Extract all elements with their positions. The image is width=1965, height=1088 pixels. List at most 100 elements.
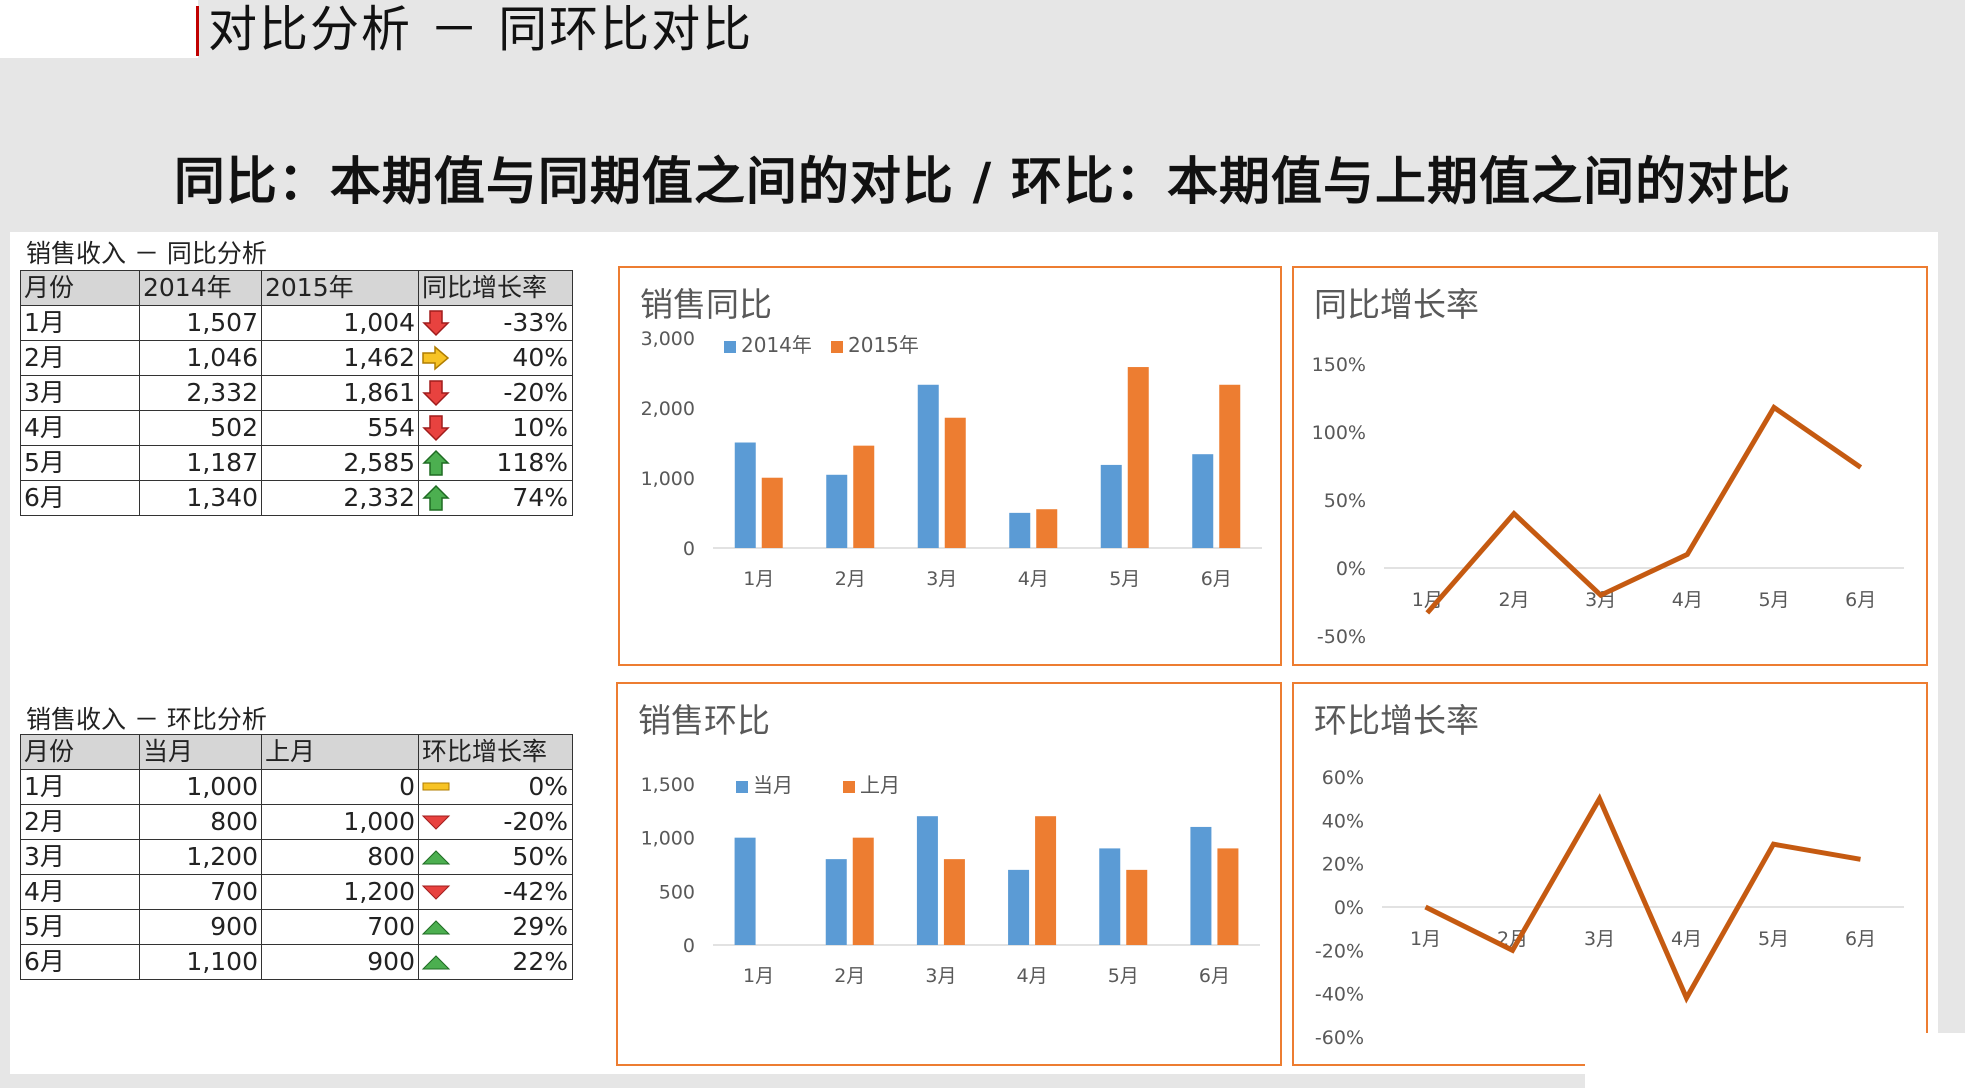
rate-cell: 118% <box>418 445 573 481</box>
rate-value: 74% <box>512 483 568 512</box>
value-cell: 1,000 <box>261 804 419 840</box>
value-cell: 502 <box>139 410 262 446</box>
y-tick-label: 500 <box>659 881 695 903</box>
bar-chart-mom-sales: 0 500 1,000 1,500 1月 2月 3月 4月 5月 6月 当月 上月 <box>641 773 1260 987</box>
legend-label: 2014年 <box>741 333 812 357</box>
value-cell: 1,100 <box>139 944 262 980</box>
chart-panel-mom-rate: 环比增长率 -60% -40% -20% 0% 20% 40% 60% 1月 2月 3月 4月 5月 6… <box>1292 682 1928 1066</box>
y-tick-label: 0 <box>683 935 695 957</box>
x-tick-label: 4月 <box>1017 965 1048 987</box>
y-tick-label: 40% <box>1322 810 1364 832</box>
x-tick-label: 5月 <box>1758 589 1789 611</box>
value-cell: 2,332 <box>261 480 419 516</box>
value-cell: 1,004 <box>261 305 419 341</box>
triangle-up-green-icon <box>421 843 451 871</box>
value-cell: 1,200 <box>139 839 262 875</box>
page-subtitle: 同比：本期值与同期值之间的对比 / 环比：本期值与上期值之间的对比 <box>173 153 1792 212</box>
header-cell: 2015年 <box>261 270 419 306</box>
bar-series-a <box>734 442 756 548</box>
y-tick-label: 1,000 <box>641 828 695 850</box>
value-cell: 1,462 <box>261 340 419 376</box>
bottom-corner-background <box>1585 1033 1965 1088</box>
value-cell: 900 <box>261 944 419 980</box>
value-cell: 0 <box>261 769 419 805</box>
value-cell: 2,332 <box>139 375 262 411</box>
rate-cell: 10% <box>418 410 573 446</box>
value-cell: 1,046 <box>139 340 262 376</box>
value-cell: 2,585 <box>261 445 419 481</box>
table-row: 2月 800 1,000 -20% <box>20 804 573 840</box>
header-cell: 上月 <box>261 734 419 770</box>
rate-cell: 74% <box>418 480 573 516</box>
bar-series-a <box>916 816 938 945</box>
chart-panel-yoy-rate: 同比增长率 -50% 0% 50% 100% 150% 1月 2月 3月 4月 5月 6月 <box>1292 266 1928 666</box>
value-cell: 1,187 <box>139 445 262 481</box>
table-row: 3月 1,200 800 50% <box>20 839 573 875</box>
value-cell: 900 <box>139 909 262 945</box>
bar-series-b <box>944 417 966 548</box>
x-tick-label: 2月 <box>835 568 866 590</box>
value-cell: 1,000 <box>139 769 262 805</box>
chart-title: 销售同比 <box>640 285 772 324</box>
y-tick-label: 0% <box>1336 558 1366 580</box>
rate-value: -33% <box>503 308 568 337</box>
bar-series-b <box>1126 869 1148 945</box>
x-tick-label: 4月 <box>1018 568 1049 590</box>
triangle-down-red-icon <box>421 878 451 906</box>
bar-series-b <box>1127 367 1149 548</box>
bar-series-a <box>1192 454 1214 548</box>
month-cell: 5月 <box>20 445 140 481</box>
x-tick-label: 1月 <box>743 568 774 590</box>
rate-value: 22% <box>512 947 568 976</box>
x-tick-label: 6月 <box>1845 589 1876 611</box>
bar-series-a <box>1008 869 1030 945</box>
month-cell: 6月 <box>20 944 140 980</box>
x-tick-label: 3月 <box>1584 928 1615 950</box>
arrow-up-green-icon <box>421 484 451 512</box>
legend-label: 上月 <box>860 773 900 797</box>
bar-chart-yoy-sales: 0 1,000 2,000 3,000 1月 2月 3月 4月 5月 6月 2014年 2015年 <box>641 328 1262 590</box>
rate-value: -20% <box>503 378 568 407</box>
header-cell: 月份 <box>20 270 140 306</box>
rate-value: 50% <box>512 842 568 871</box>
rate-value: 10% <box>512 413 568 442</box>
bar-series-b <box>1036 509 1058 548</box>
rate-value: -20% <box>503 807 568 836</box>
chart-title: 环比增长率 <box>1314 701 1479 740</box>
rate-value: 29% <box>512 912 568 941</box>
x-tick-label: 3月 <box>926 568 957 590</box>
bar-series-a <box>917 384 939 548</box>
yoy-table: 月份 2014年 2015年 同比增长率 1月 1,507 1,004 -33% 2月 1… <box>20 270 573 516</box>
header-cell: 同比增长率 <box>418 270 573 306</box>
month-cell: 1月 <box>20 305 140 341</box>
x-tick-label: 5月 <box>1108 965 1139 987</box>
value-cell: 1,340 <box>139 480 262 516</box>
month-cell: 6月 <box>20 480 140 516</box>
series-line <box>1425 403 1863 615</box>
value-cell: 554 <box>261 410 419 446</box>
title-accent-line <box>196 6 199 56</box>
x-tick-label: 3月 <box>925 965 956 987</box>
bar-series-a <box>1099 848 1121 945</box>
bar-series-b <box>1219 384 1241 548</box>
table-row: 1月 1,507 1,004 -33% <box>20 305 573 341</box>
month-cell: 3月 <box>20 839 140 875</box>
table-row: 5月 900 700 29% <box>20 909 573 945</box>
y-tick-label: 0 <box>683 538 695 560</box>
rate-cell: 50% <box>418 839 573 875</box>
arrow-down-red-icon <box>421 309 451 337</box>
x-tick-label: 6月 <box>1201 568 1232 590</box>
title-bar-background <box>0 0 198 58</box>
bar-series-b <box>761 477 783 548</box>
month-cell: 4月 <box>20 874 140 910</box>
content-area: 销售收入 － 同比分析 月份 2014年 2015年 同比增长率 1月 1,507… <box>10 232 1938 1074</box>
y-tick-label: -20% <box>1315 940 1364 962</box>
yoy-table-caption: 销售收入 － 同比分析 <box>26 239 267 268</box>
triangle-up-green-icon <box>421 948 451 976</box>
y-tick-label: 3,000 <box>641 328 695 350</box>
value-cell: 1,861 <box>261 375 419 411</box>
value-cell: 700 <box>139 874 262 910</box>
month-cell: 2月 <box>20 804 140 840</box>
triangle-up-green-icon <box>421 913 451 941</box>
y-tick-label: 0% <box>1334 897 1364 919</box>
